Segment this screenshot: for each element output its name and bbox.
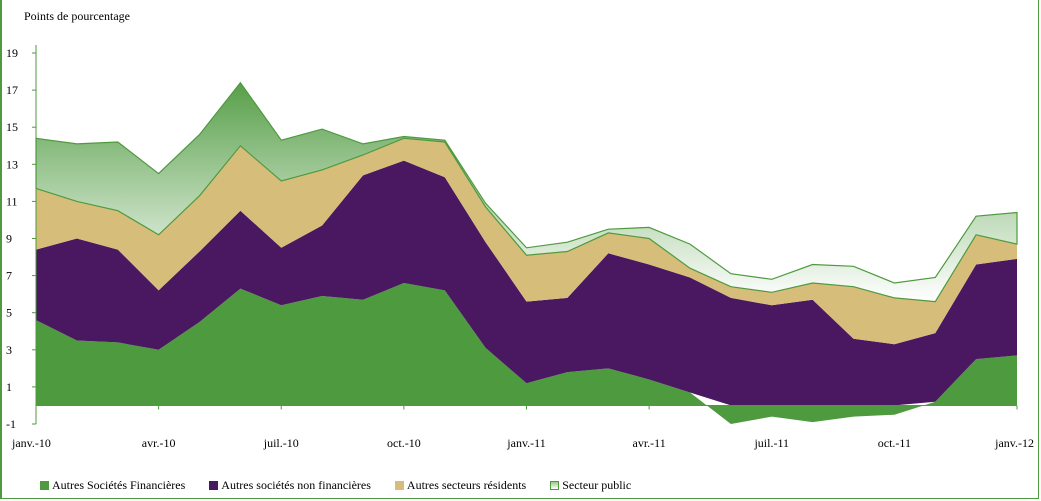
x-tick-label: janv.-12 bbox=[994, 436, 1034, 450]
y-tick-label: 19 bbox=[6, 46, 18, 60]
legend-item-autres-societes-non-financieres: Autres sociétés non financières bbox=[209, 478, 371, 493]
y-tick-label: -1 bbox=[6, 417, 16, 431]
x-tick-label: juil.-11 bbox=[753, 436, 789, 450]
area-secteur-public bbox=[35, 81, 1018, 303]
legend-label: Secteur public bbox=[562, 478, 632, 492]
areas-group bbox=[35, 81, 1018, 424]
y-tick-label: 11 bbox=[6, 194, 18, 208]
legend-label: Autres Sociétés Financières bbox=[52, 478, 186, 492]
y-tick-label: 7 bbox=[6, 269, 12, 283]
x-tick-label: oct.-11 bbox=[878, 436, 911, 450]
legend-label: Autres secteurs résidents bbox=[406, 478, 527, 492]
area-autres-societes-financieres bbox=[36, 283, 1017, 424]
y-tick-label: 1 bbox=[6, 380, 12, 394]
area-autres-societes-non-financieres bbox=[36, 160, 1017, 406]
x-tick-label: oct.-10 bbox=[387, 436, 421, 450]
y-tick-label: 15 bbox=[6, 120, 18, 134]
y-tick-label: 17 bbox=[6, 83, 18, 97]
y-tick-label: 3 bbox=[6, 343, 12, 357]
legend-swatch bbox=[550, 481, 560, 490]
x-tick-label: juil.-10 bbox=[263, 436, 299, 450]
legend-swatch bbox=[40, 481, 49, 490]
y-tick-label: 5 bbox=[6, 306, 12, 320]
legend-swatch bbox=[394, 481, 404, 490]
y-axis-label: Points de pourcentage bbox=[24, 9, 130, 23]
legend-swatch bbox=[209, 481, 219, 490]
y-tick-label: 13 bbox=[6, 157, 18, 171]
legend-label: Autres sociétés non financières bbox=[221, 478, 371, 492]
legend-item-autres-societes-financieres: Autres Sociétés Financières bbox=[40, 478, 185, 493]
x-tick-label: janv.-10 bbox=[11, 436, 51, 450]
legend: Autres Sociétés Financières Autres sociét… bbox=[40, 478, 655, 493]
x-tick-label: avr.-11 bbox=[633, 436, 666, 450]
legend-item-secteur-public: Secteur public bbox=[550, 478, 631, 493]
y-tick-label: 9 bbox=[6, 232, 12, 246]
x-tick-label: janv.-11 bbox=[506, 436, 545, 450]
legend-item-autres-secteurs-residents: Autres secteurs résidents bbox=[394, 478, 527, 493]
x-tick-label: avr.-10 bbox=[142, 436, 176, 450]
